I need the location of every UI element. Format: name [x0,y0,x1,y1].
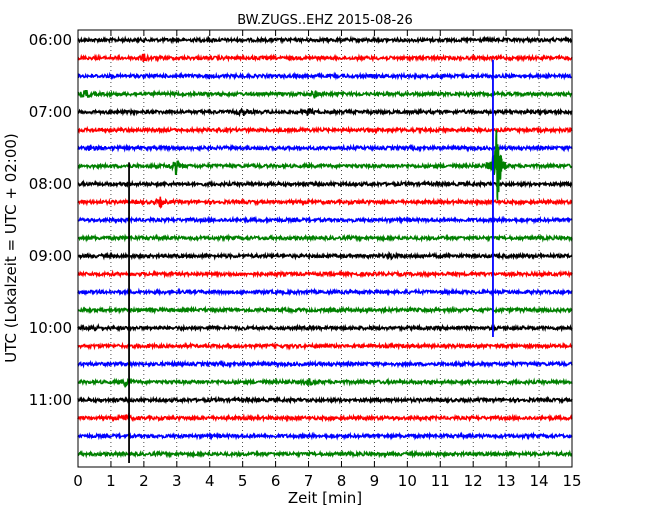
seismic-trace [77,179,573,189]
x-tick-label: 10 [398,472,417,490]
seismic-trace [77,377,573,388]
y-tick-label: 07:00 [29,103,72,121]
seismic-trace [77,53,573,63]
seismic-trace [77,431,573,441]
x-tick-label: 1 [106,472,116,490]
x-axis-ticks: 0 1 2 3 4 5 6 7 8 9 10 11 12 13 14 15 [73,30,582,490]
seismic-trace [77,323,573,333]
x-tick-label: 13 [497,472,516,490]
grid [78,30,572,467]
seismic-trace [77,250,573,261]
plot-frame [77,29,573,468]
seismic-trace [77,287,573,297]
x-tick-label: 7 [304,472,314,490]
seismic-trace [77,412,573,423]
seismic-trace [77,269,573,279]
seismic-trace [77,196,573,209]
x-tick-label: 14 [530,472,549,490]
y-tick-label: 10:00 [29,319,72,337]
y-tick-label: 06:00 [29,31,72,49]
seismic-trace [77,395,573,405]
seismic-trace [77,305,573,315]
x-tick-label: 5 [238,472,248,490]
seismic-trace [77,89,573,99]
x-tick-label: 4 [205,472,215,490]
seismic-event-burst [485,130,507,201]
y-axis-label: UTC (Lokalzeit = UTC + 02:00) [2,133,20,363]
seismic-trace [77,449,573,459]
seismic-trace [77,35,573,45]
y-tick-label: 11:00 [29,391,72,409]
x-tick-label: 15 [562,472,581,490]
seismic-trace [77,143,573,153]
seismic-trace [77,125,573,135]
seismic-trace [77,341,573,351]
x-tick-label: 2 [139,472,149,490]
y-axis-ticks: 06:00 07:00 08:00 09:00 10:00 11:00 [29,31,572,409]
x-tick-label: 0 [73,472,83,490]
x-tick-label: 11 [431,472,450,490]
x-tick-label: 9 [370,472,380,490]
seismic-trace [77,233,573,243]
x-tick-label: 8 [337,472,347,490]
y-tick-label: 09:00 [29,247,72,265]
x-tick-label: 3 [172,472,182,490]
seismic-trace [77,71,573,81]
x-axis-label: Zeit [min] [288,489,362,507]
chart-title: BW.ZUGS..EHZ 2015-08-26 [237,13,413,28]
seismic-trace [77,359,573,369]
seismic-trace [77,107,573,118]
x-tick-label: 12 [464,472,483,490]
traces [77,35,573,463]
x-tick-label: 6 [271,472,281,490]
seismic-trace [77,215,573,225]
y-tick-label: 08:00 [29,175,72,193]
